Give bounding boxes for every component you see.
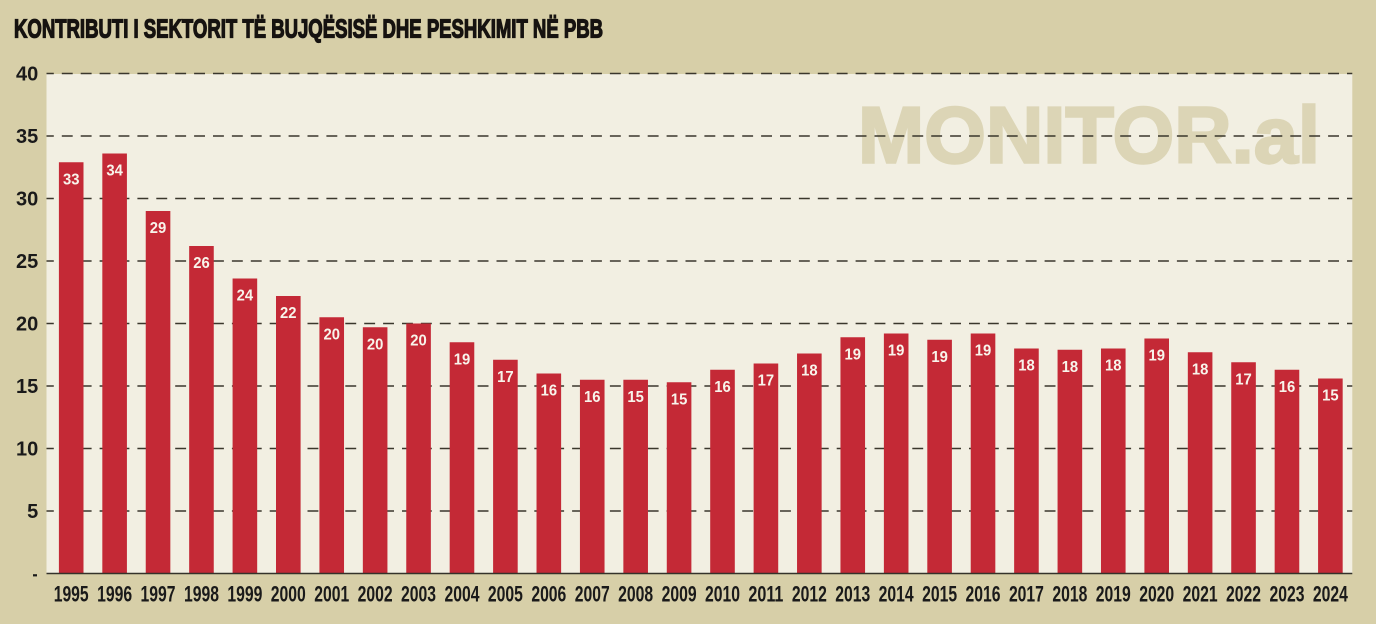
svg-text:2011: 2011 — [748, 581, 783, 606]
svg-text:25: 25 — [16, 251, 38, 273]
svg-text:MONITOR.al: MONITOR.al — [858, 91, 1320, 180]
svg-text:2014: 2014 — [879, 581, 915, 606]
svg-text:2009: 2009 — [662, 581, 697, 606]
svg-text:2003: 2003 — [401, 581, 436, 606]
svg-text:22: 22 — [280, 305, 297, 322]
svg-text:18: 18 — [1105, 358, 1122, 375]
svg-text:2008: 2008 — [618, 581, 653, 606]
svg-text:2005: 2005 — [488, 581, 523, 606]
svg-text:2010: 2010 — [705, 581, 740, 606]
svg-text:24: 24 — [237, 288, 254, 305]
svg-text:2018: 2018 — [1052, 581, 1087, 606]
svg-text:40: 40 — [16, 64, 38, 86]
svg-text:18: 18 — [1062, 359, 1079, 376]
svg-text:18: 18 — [801, 363, 818, 380]
svg-text:30: 30 — [16, 189, 38, 211]
svg-text:2022: 2022 — [1226, 581, 1261, 606]
svg-text:18: 18 — [1018, 358, 1035, 375]
svg-text:2006: 2006 — [531, 581, 566, 606]
svg-text:19: 19 — [931, 349, 948, 366]
svg-text:34: 34 — [106, 163, 123, 180]
svg-text:KONTRIBUTI I SEKTORIT TË BUJQË: KONTRIBUTI I SEKTORIT TË BUJQËSISË DHE P… — [14, 16, 603, 44]
svg-text:2000: 2000 — [271, 581, 306, 606]
svg-text:20: 20 — [367, 336, 384, 353]
svg-text:16: 16 — [714, 379, 731, 396]
svg-text:2001: 2001 — [314, 581, 349, 606]
svg-text:17: 17 — [1235, 371, 1252, 388]
svg-text:20: 20 — [16, 314, 38, 336]
svg-text:2002: 2002 — [358, 581, 393, 606]
svg-text:19: 19 — [845, 346, 862, 363]
svg-text:2015: 2015 — [922, 581, 957, 606]
svg-text:2021: 2021 — [1183, 581, 1218, 606]
svg-text:19: 19 — [975, 343, 992, 360]
svg-text:2019: 2019 — [1096, 581, 1131, 606]
svg-text:16: 16 — [1279, 379, 1296, 396]
svg-text:1999: 1999 — [227, 581, 262, 606]
svg-text:1996: 1996 — [97, 581, 132, 606]
svg-text:16: 16 — [584, 389, 601, 406]
svg-text:15: 15 — [671, 391, 688, 408]
svg-text:2023: 2023 — [1269, 581, 1304, 606]
svg-text:2017: 2017 — [1009, 581, 1044, 606]
svg-text:19: 19 — [454, 351, 471, 368]
svg-text:1997: 1997 — [141, 581, 176, 606]
svg-text:18: 18 — [1192, 361, 1209, 378]
svg-text:19: 19 — [1148, 348, 1165, 365]
svg-text:20: 20 — [323, 326, 340, 343]
svg-text:2012: 2012 — [792, 581, 827, 606]
svg-text:17: 17 — [758, 373, 775, 390]
svg-text:35: 35 — [16, 126, 38, 148]
svg-text:17: 17 — [497, 369, 514, 386]
svg-text:2004: 2004 — [444, 581, 480, 606]
svg-text:10: 10 — [16, 439, 38, 461]
svg-text:16: 16 — [541, 383, 558, 400]
svg-text:2016: 2016 — [966, 581, 1001, 606]
svg-text:2007: 2007 — [575, 581, 610, 606]
svg-text:26: 26 — [193, 255, 210, 272]
svg-text:33: 33 — [63, 171, 80, 188]
svg-text:29: 29 — [150, 220, 167, 237]
svg-text:2020: 2020 — [1139, 581, 1174, 606]
svg-text:5: 5 — [27, 501, 38, 523]
svg-text:19: 19 — [888, 343, 905, 360]
svg-text:2013: 2013 — [835, 581, 870, 606]
svg-text:20: 20 — [410, 333, 427, 350]
svg-text:15: 15 — [627, 389, 644, 406]
svg-text:15: 15 — [16, 376, 38, 398]
svg-text:1998: 1998 — [184, 581, 219, 606]
svg-text:1995: 1995 — [54, 581, 89, 606]
svg-text:2024: 2024 — [1313, 581, 1349, 606]
svg-text:15: 15 — [1322, 388, 1339, 405]
